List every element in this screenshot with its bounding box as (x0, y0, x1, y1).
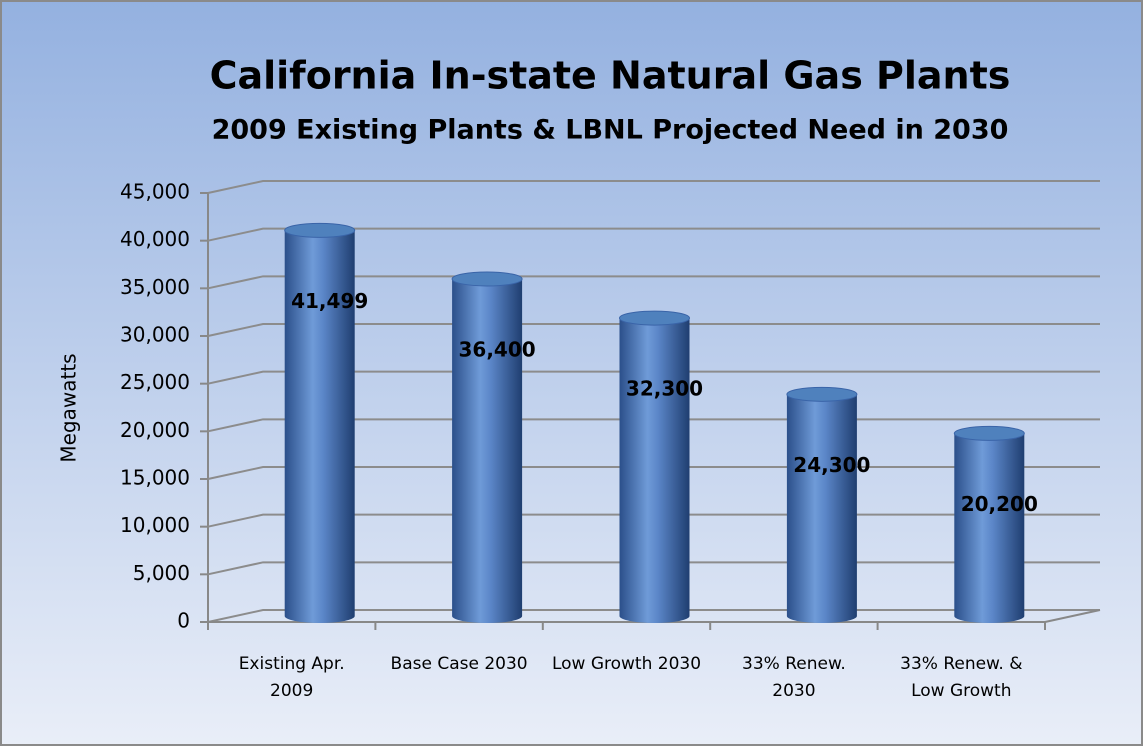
bar (284, 222, 356, 624)
value-label: 32,300 (626, 377, 703, 401)
bar-body (619, 318, 690, 624)
y-tick-label: 30,000 (120, 323, 190, 347)
chart-title: California In-state Natural Gas Plants (210, 54, 1011, 98)
grid-line (207, 227, 1100, 242)
x-axis-depth (1044, 609, 1101, 623)
bar-top (786, 386, 858, 402)
grid-line (207, 370, 1100, 385)
y-tick-label: 25,000 (120, 370, 190, 394)
bar (619, 310, 690, 624)
grid-line (207, 180, 1100, 194)
y-tick-label: 40,000 (120, 227, 190, 251)
bar-top (284, 222, 356, 238)
bar-body (954, 433, 1025, 623)
x-tick-label: 33% Renew. & Low Growth (900, 654, 1023, 701)
chart-subtitle: 2009 Existing Plants & LBNL Projected Ne… (212, 115, 1009, 146)
bar-top (619, 310, 690, 326)
x-tick-label: Base Case 2030 (390, 654, 528, 674)
bar (786, 386, 858, 624)
value-label: 41,499 (291, 289, 368, 313)
y-tick-label: 35,000 (120, 275, 190, 299)
bar (451, 271, 523, 623)
y-tick-label: 15,000 (120, 466, 190, 490)
x-tick-label: Low Growth 2030 (551, 654, 702, 674)
bar-top (451, 271, 523, 287)
y-tick-label: 0 (177, 609, 190, 633)
y-tick-label: 45,000 (120, 180, 190, 204)
y-tick-label: 20,000 (120, 418, 190, 442)
value-label: 20,200 (961, 492, 1038, 516)
bar (953, 425, 1025, 623)
grid-line (207, 275, 1100, 290)
bar-top (953, 425, 1025, 441)
value-label: 36,400 (459, 337, 536, 361)
y-axis-label: Megawatts (57, 353, 81, 462)
y-tick-label: 10,000 (120, 513, 190, 537)
bar-body (452, 278, 523, 623)
grid-line (207, 323, 1100, 337)
value-label: 24,300 (793, 453, 870, 477)
y-tick-label: 5,000 (133, 561, 190, 585)
x-tick-label: 33% Renew. 2030 (742, 654, 846, 701)
bar-body (786, 394, 857, 624)
x-tick-label: Existing Apr. 2009 (238, 654, 345, 701)
bar-body (284, 230, 355, 624)
